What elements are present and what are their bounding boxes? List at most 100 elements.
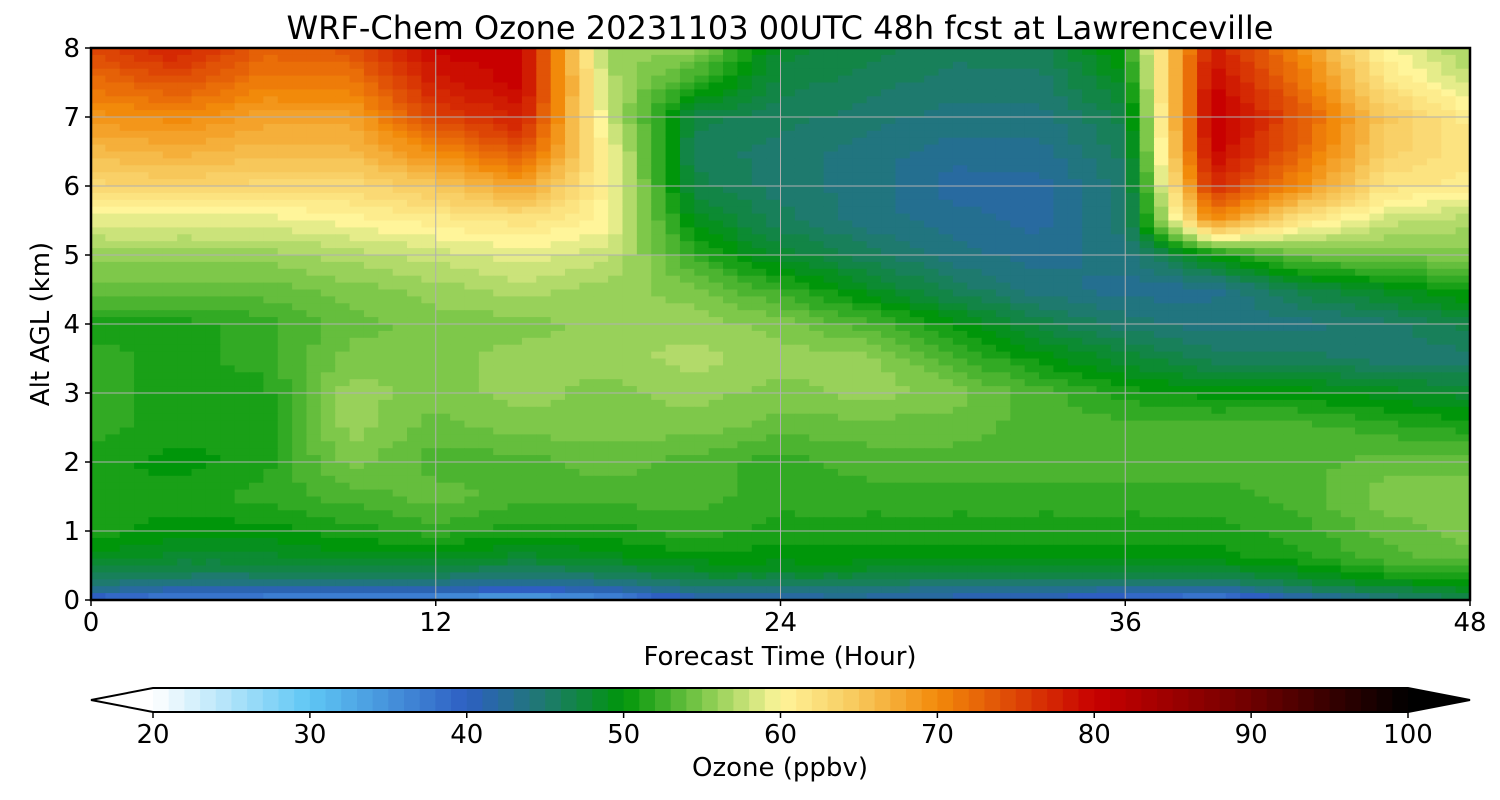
heatmap-cell (292, 151, 308, 159)
heatmap-cell (105, 96, 121, 104)
heatmap-cell (881, 358, 897, 366)
heatmap-cell (1039, 82, 1055, 90)
heatmap-cell (1426, 96, 1442, 104)
heatmap-cell (1426, 68, 1442, 77)
heatmap-cell (1412, 123, 1428, 132)
heatmap-cell (852, 282, 868, 291)
heatmap-cell (1240, 310, 1256, 318)
heatmap-cell (493, 89, 509, 97)
heatmap-cell (119, 82, 135, 90)
heatmap-cell (565, 386, 580, 394)
heatmap-cell (205, 234, 221, 242)
heatmap-cell (277, 227, 293, 235)
heatmap-cell (823, 248, 839, 256)
heatmap-cell (162, 151, 178, 159)
heatmap-cell (608, 68, 624, 77)
heatmap-cell (191, 103, 207, 111)
heatmap-cell (737, 68, 753, 77)
heatmap-cell (450, 344, 466, 353)
heatmap-cell (751, 393, 767, 401)
heatmap-cell (435, 54, 451, 63)
heatmap-cell (292, 358, 308, 366)
heatmap-cell (205, 275, 221, 284)
heatmap-cell (1197, 241, 1213, 249)
heatmap-cell (751, 261, 767, 270)
heatmap-cell (780, 48, 796, 56)
heatmap-cell (148, 337, 164, 346)
heatmap-cell (507, 317, 523, 325)
heatmap-cell (1024, 268, 1040, 277)
heatmap-cell (751, 358, 767, 366)
heatmap-cell (1254, 172, 1270, 180)
heatmap-cell (909, 303, 925, 311)
heatmap-cell (335, 399, 351, 408)
heatmap-cell (191, 144, 207, 153)
heatmap-cell (119, 234, 135, 242)
heatmap-cell (1311, 268, 1327, 277)
heatmap-cell (1412, 372, 1428, 380)
heatmap-cell (378, 393, 394, 401)
heatmap-cell (306, 386, 322, 394)
heatmap-cell (1096, 179, 1112, 187)
heatmap-cell (335, 289, 351, 297)
heatmap-cell (1426, 179, 1442, 187)
heatmap-cell (1168, 255, 1184, 263)
heatmap-cell (464, 324, 480, 332)
heatmap-cell (507, 248, 523, 256)
heatmap-cell (363, 386, 379, 394)
heatmap-cell (837, 199, 853, 208)
heatmap-cell (1326, 68, 1342, 77)
heatmap-cell (679, 54, 695, 63)
heatmap-cell (1082, 330, 1098, 339)
heatmap-cell (1024, 399, 1040, 408)
heatmap-cell (1355, 227, 1371, 235)
heatmap-cell (1311, 337, 1327, 346)
heatmap-cell (378, 158, 394, 166)
heatmap-cell (205, 372, 221, 380)
heatmap-cell (134, 227, 150, 235)
heatmap-cell (1096, 317, 1112, 325)
heatmap-cell (708, 399, 724, 408)
heatmap-cell (335, 144, 351, 153)
heatmap-cell (737, 248, 753, 256)
heatmap-cell (1297, 324, 1313, 332)
heatmap-cell (608, 172, 624, 180)
heatmap-cell (435, 158, 451, 166)
heatmap-cell (464, 110, 480, 118)
heatmap-cell (277, 255, 293, 263)
heatmap-cell (148, 144, 164, 153)
heatmap-cell (1096, 96, 1112, 104)
heatmap-cell (938, 68, 954, 77)
heatmap-cell (1024, 130, 1040, 139)
heatmap-cell (105, 255, 121, 263)
heatmap-cell (1125, 351, 1141, 360)
heatmap-cell (1182, 344, 1198, 353)
heatmap-cell (1096, 103, 1112, 111)
heatmap-cell (1096, 344, 1112, 353)
heatmap-cell (593, 144, 609, 153)
heatmap-cell (421, 386, 437, 394)
heatmap-cell (335, 330, 351, 339)
heatmap-cell (895, 234, 911, 242)
heatmap-cell (1067, 379, 1083, 387)
heatmap-cell (1168, 158, 1184, 166)
heatmap-cell (593, 358, 609, 366)
heatmap-cell (450, 275, 466, 284)
heatmap-cell (1125, 103, 1141, 111)
heatmap-cell (407, 68, 422, 77)
heatmap-cell (1096, 330, 1112, 339)
heatmap-cell (1283, 130, 1299, 139)
heatmap-cell (895, 268, 911, 277)
heatmap-cell (1254, 137, 1270, 146)
heatmap-cell (1125, 261, 1141, 270)
heatmap-cell (866, 179, 882, 187)
heatmap-cell (981, 206, 997, 215)
heatmap-cell (1355, 110, 1371, 118)
heatmap-cell (191, 310, 207, 318)
heatmap-cell (1268, 255, 1284, 263)
heatmap-cell (895, 179, 911, 187)
heatmap-cell (1053, 275, 1069, 284)
heatmap-cell (177, 206, 193, 215)
heatmap-cell (737, 317, 753, 325)
heatmap-cell (1383, 275, 1399, 284)
